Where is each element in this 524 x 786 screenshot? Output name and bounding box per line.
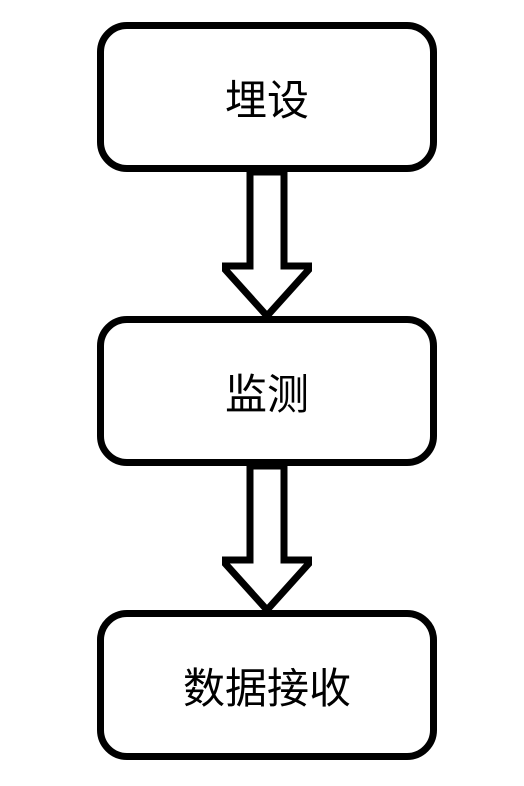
node-step-3-label: 数据接收 [183,655,351,716]
node-step-2-label: 监测 [225,361,309,422]
flowchart-canvas: 埋设 监测 数据接收 [0,0,524,786]
node-step-3: 数据接收 [97,610,437,760]
node-step-1: 埋设 [97,22,437,172]
arrow-1 [222,172,312,316]
node-step-2: 监测 [97,316,437,466]
node-step-1-label: 埋设 [225,67,309,128]
arrow-2 [222,466,312,610]
